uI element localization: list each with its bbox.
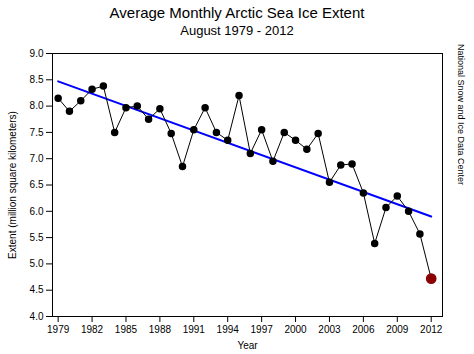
svg-text:5.5: 5.5 <box>30 232 44 243</box>
svg-text:1994: 1994 <box>217 324 240 335</box>
svg-text:1979: 1979 <box>47 324 70 335</box>
svg-text:Year: Year <box>237 340 258 351</box>
svg-text:1982: 1982 <box>81 324 104 335</box>
html-text:Average Monthly Arctic Sea Ice: Average Monthly Arctic Sea Ice Extent <box>109 4 365 21</box>
svg-text:1988: 1988 <box>149 324 172 335</box>
svg-text:4.5: 4.5 <box>30 284 44 295</box>
svg-text:8.0: 8.0 <box>30 100 44 111</box>
svg-text:6.0: 6.0 <box>30 206 44 217</box>
svg-text:2000: 2000 <box>284 324 307 335</box>
svg-text:7.5: 7.5 <box>30 127 44 138</box>
svg-text:7.0: 7.0 <box>30 153 44 164</box>
html-text:August 1979 - 2012: August 1979 - 2012 <box>180 23 294 38</box>
svg-text:5.0: 5.0 <box>30 258 44 269</box>
svg-text:1985: 1985 <box>115 324 138 335</box>
svg-text:6.5: 6.5 <box>30 179 44 190</box>
svg-text:1991: 1991 <box>183 324 206 335</box>
svg-text:National Snow and Ice Data Cen: National Snow and Ice Data Center <box>456 44 466 185</box>
svg-text:2009: 2009 <box>386 324 409 335</box>
svg-text:2003: 2003 <box>318 324 341 335</box>
svg-text:2006: 2006 <box>352 324 375 335</box>
svg-text:8.5: 8.5 <box>30 74 44 85</box>
svg-text:4.0: 4.0 <box>30 311 44 322</box>
svg-text:1997: 1997 <box>251 324 274 335</box>
svg-text:Extent (million square kilomet: Extent (million square kilometers) <box>7 111 18 259</box>
svg-text:2012: 2012 <box>420 324 443 335</box>
svg-text:9.0: 9.0 <box>30 48 44 59</box>
